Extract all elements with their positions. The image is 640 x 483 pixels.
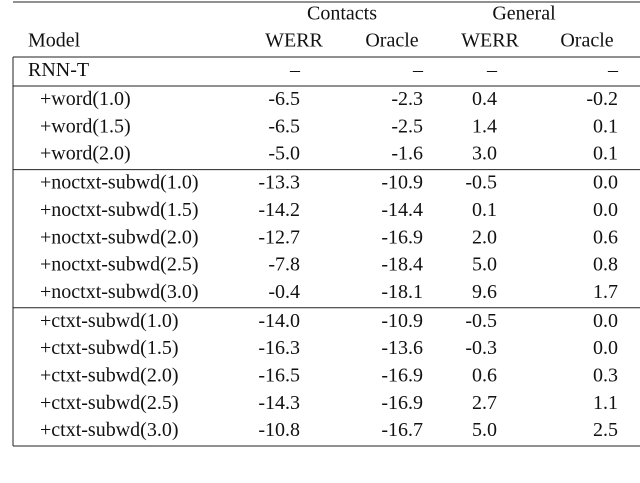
cell-value: -2.3 bbox=[391, 88, 423, 110]
cell-value: 0.0 bbox=[593, 199, 618, 221]
cell-value: -6.5 bbox=[268, 115, 300, 137]
cell-value: 2.5 bbox=[593, 419, 618, 441]
model-name: +word(2.0) bbox=[40, 143, 131, 165]
cell-value: -14.3 bbox=[258, 392, 300, 414]
model-name: +word(1.5) bbox=[40, 115, 131, 137]
cell-value: 1.4 bbox=[472, 115, 497, 137]
cell-value: -0.4 bbox=[268, 281, 300, 303]
cell-value: 0.3 bbox=[593, 364, 618, 386]
cell-value: – bbox=[412, 59, 424, 81]
cell-value: 0.1 bbox=[593, 143, 618, 165]
cell-value: -18.1 bbox=[381, 281, 423, 303]
cell-value: -0.3 bbox=[465, 337, 497, 359]
cell-value: 0.0 bbox=[593, 172, 618, 194]
column-header: Model bbox=[28, 30, 81, 52]
column-header: WERR bbox=[265, 30, 323, 52]
cell-value: 0.6 bbox=[472, 364, 497, 386]
model-name: +ctxt-subwd(2.0) bbox=[40, 364, 178, 386]
cell-value: 2.0 bbox=[472, 226, 497, 248]
cell-value: 0.0 bbox=[593, 310, 618, 332]
model-name: +noctxt-subwd(1.0) bbox=[40, 172, 198, 194]
model-name: +ctxt-subwd(3.0) bbox=[40, 419, 178, 441]
cell-value: 0.1 bbox=[472, 199, 497, 221]
cell-value: -13.3 bbox=[258, 172, 300, 194]
cell-value: 0.4 bbox=[472, 88, 497, 110]
cell-value: – bbox=[607, 59, 619, 81]
cell-value: -12.7 bbox=[258, 226, 300, 248]
model-name: RNN-T bbox=[28, 59, 89, 81]
model-name: +noctxt-subwd(3.0) bbox=[40, 281, 198, 303]
cell-value: -13.6 bbox=[381, 337, 423, 359]
cell-value: -0.2 bbox=[586, 88, 618, 110]
cell-value: -0.5 bbox=[465, 172, 497, 194]
cell-value: -14.4 bbox=[381, 199, 423, 221]
cell-value: 0.6 bbox=[593, 226, 618, 248]
cell-value: -16.5 bbox=[258, 364, 300, 386]
group-header: Contacts bbox=[307, 3, 377, 25]
cell-value: – bbox=[486, 59, 498, 81]
cell-value: -16.7 bbox=[381, 419, 423, 441]
column-header: Oracle bbox=[365, 30, 418, 52]
cell-value: 1.1 bbox=[593, 392, 618, 414]
column-header: Oracle bbox=[560, 30, 613, 52]
cell-value: -5.0 bbox=[268, 143, 300, 165]
cell-value: -16.9 bbox=[381, 226, 423, 248]
cell-value: -10.8 bbox=[258, 419, 300, 441]
cell-value: -0.5 bbox=[465, 310, 497, 332]
cell-value: 0.0 bbox=[593, 337, 618, 359]
cell-value: -16.3 bbox=[258, 337, 300, 359]
cell-value: -6.5 bbox=[268, 88, 300, 110]
cell-value: -1.6 bbox=[391, 143, 423, 165]
model-name: +noctxt-subwd(1.5) bbox=[40, 199, 198, 221]
cell-value: -10.9 bbox=[381, 310, 423, 332]
cell-value: – bbox=[289, 59, 301, 81]
model-name: +noctxt-subwd(2.0) bbox=[40, 226, 198, 248]
cell-value: -18.4 bbox=[381, 254, 423, 276]
cell-value: -7.8 bbox=[268, 254, 300, 276]
cell-value: -16.9 bbox=[381, 364, 423, 386]
model-name: +ctxt-subwd(1.5) bbox=[40, 337, 178, 359]
cell-value: 5.0 bbox=[472, 254, 497, 276]
cell-value: 2.7 bbox=[472, 392, 497, 414]
cell-value: 0.8 bbox=[593, 254, 618, 276]
cell-value: -2.5 bbox=[391, 115, 423, 137]
model-name: +word(1.0) bbox=[40, 88, 131, 110]
model-name: +ctxt-subwd(1.0) bbox=[40, 310, 178, 332]
cell-value: -10.9 bbox=[381, 172, 423, 194]
model-name: +noctxt-subwd(2.5) bbox=[40, 254, 198, 276]
cell-value: -16.9 bbox=[381, 392, 423, 414]
cell-value: 3.0 bbox=[472, 143, 497, 165]
cell-value: 5.0 bbox=[472, 419, 497, 441]
group-header: General bbox=[492, 3, 556, 25]
column-header: WERR bbox=[461, 30, 519, 52]
cell-value: 0.1 bbox=[593, 115, 618, 137]
model-name: +ctxt-subwd(2.5) bbox=[40, 392, 178, 414]
cell-value: 1.7 bbox=[593, 281, 618, 303]
cell-value: 9.6 bbox=[472, 281, 497, 303]
cell-value: -14.0 bbox=[258, 310, 300, 332]
cell-value: -14.2 bbox=[258, 199, 300, 221]
